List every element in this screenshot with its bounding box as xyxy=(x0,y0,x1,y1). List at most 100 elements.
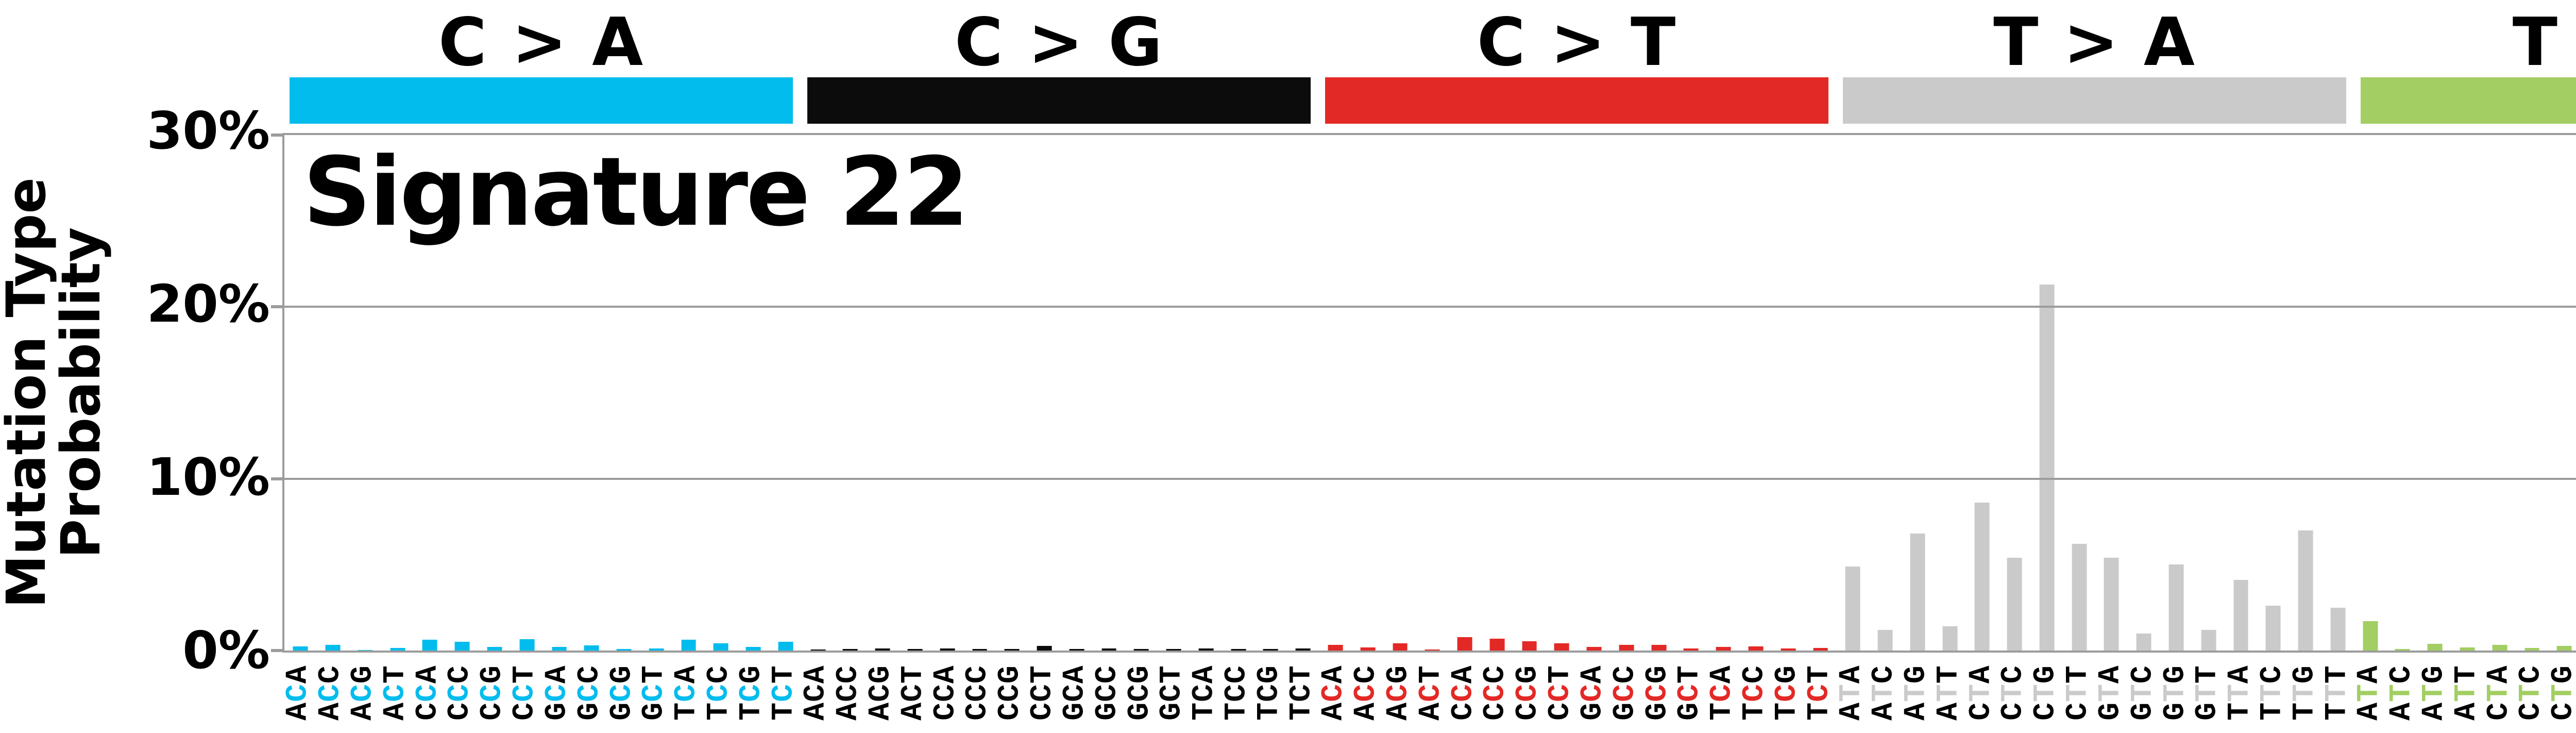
bar-group-C-to-A xyxy=(284,135,802,651)
x-label-middle-base: C xyxy=(1382,684,1416,702)
x-label-slot: TCA xyxy=(1706,653,1739,733)
bar-slot xyxy=(1158,135,1190,651)
x-label-T-to-C-ATA: ATA xyxy=(2352,665,2386,721)
x-label-T-to-A-CTA: CTA xyxy=(1964,665,1998,721)
x-label-slot: CCC xyxy=(444,653,477,733)
x-label-C-to-G-TCC: TCC xyxy=(1220,665,1254,721)
bar-slot xyxy=(446,135,479,651)
x-label-middle-base: T xyxy=(2352,684,2386,702)
header-color-bar-T-to-A xyxy=(1843,77,2346,124)
bar-slot xyxy=(1125,135,1158,651)
x-label-slot: ACA xyxy=(800,653,833,733)
x-label-middle-base: T xyxy=(2029,684,2063,702)
x-label-C-to-G-ACA: ACA xyxy=(799,665,833,721)
bar-slot xyxy=(1416,135,1449,651)
x-label-middle-base: C xyxy=(1252,684,1286,702)
x-label-C-to-T-ACA: ACA xyxy=(1317,665,1351,721)
x-label-slot: GCT xyxy=(1156,653,1189,733)
x-label-C-to-G-GCG: GCG xyxy=(1123,665,1157,721)
plot-area: Signature 22 xyxy=(271,133,2576,653)
x-label-middle-base: C xyxy=(476,684,510,702)
bar-T-to-C-ATA xyxy=(2363,621,2378,651)
bar-slot xyxy=(705,135,737,651)
bar-C-to-G-TCA xyxy=(1198,648,1214,651)
x-label-slot: CTA xyxy=(1964,653,1998,733)
x-label-middle-base: T xyxy=(2450,684,2484,702)
x-label-slot: ATC xyxy=(2385,653,2419,733)
x-label-T-to-A-ATA: ATA xyxy=(1835,665,1869,721)
x-label-middle-base: C xyxy=(735,684,769,702)
x-label-middle-base: T xyxy=(2061,684,2095,702)
x-label-slot: TTG xyxy=(2288,653,2322,733)
x-label-C-to-T-CCC: CCC xyxy=(1479,665,1513,721)
x-label-middle-base: C xyxy=(1317,684,1351,702)
bar-slot xyxy=(1190,135,1223,651)
bar-C-to-T-CCT xyxy=(1554,643,1569,651)
bar-C-to-T-CCA xyxy=(1457,637,1472,651)
bar-slot xyxy=(1384,135,1416,651)
bar-C-to-T-GCA xyxy=(1586,646,1602,651)
x-label-slot: GCG xyxy=(605,653,639,733)
x-label-middle-base: T xyxy=(2223,684,2257,702)
x-label-slot: ATA xyxy=(2353,653,2386,733)
bar-slot xyxy=(2128,135,2160,651)
header-label-T-to-C: T > C xyxy=(2512,4,2576,81)
x-label-middle-base: C xyxy=(411,684,445,702)
x-label-C-to-T-GCT: GCT xyxy=(1673,665,1707,721)
x-label-C-to-A-TCC: TCC xyxy=(702,665,736,721)
bar-slot xyxy=(672,135,705,651)
x-label-T-to-C-ATC: ATC xyxy=(2385,665,2419,721)
x-label-middle-base: T xyxy=(2159,684,2193,702)
bar-slot xyxy=(414,135,446,651)
x-label-slot: CCT xyxy=(1026,653,1060,733)
substitution-header-row: C > AC > GC > TT > AT > CT > G xyxy=(282,0,2576,124)
x-label-C-to-T-CCT: CCT xyxy=(1544,665,1578,721)
gridline-10 xyxy=(284,477,2576,480)
x-label-C-to-T-TCG: TCG xyxy=(1770,665,1804,721)
x-label-C-to-A-ACT: ACT xyxy=(379,665,413,721)
bar-slot xyxy=(1966,135,1998,651)
x-label-T-to-A-TTC: TTC xyxy=(2256,665,2290,721)
x-label-slot: GCG xyxy=(1641,653,1674,733)
bar-C-to-G-ACC xyxy=(843,648,858,651)
x-label-middle-base: C xyxy=(1414,684,1448,702)
x-label-C-to-T-ACC: ACC xyxy=(1349,665,1383,721)
bar-T-to-A-GTA xyxy=(2104,558,2119,651)
x-label-middle-base: C xyxy=(1641,684,1675,702)
x-label-C-to-T-ACG: ACG xyxy=(1382,665,1416,721)
x-label-C-to-G-CCG: CCG xyxy=(993,665,1027,721)
x-label-T-to-A-ATC: ATC xyxy=(1867,665,1901,721)
x-label-slot: CTT xyxy=(2062,653,2095,733)
x-label-middle-base: T xyxy=(2288,684,2322,702)
x-label-slot: ACG xyxy=(864,653,898,733)
bar-C-to-A-GCG xyxy=(616,649,632,651)
bar-slot xyxy=(2451,135,2484,651)
bar-group-C-to-G xyxy=(802,135,1319,651)
bar-C-to-A-GCT xyxy=(649,648,664,651)
x-label-slot: TCC xyxy=(1220,653,1254,733)
bar-C-to-A-GCC xyxy=(584,645,599,651)
header-section-C-to-G: C > G xyxy=(800,0,1318,124)
x-label-slot: TTA xyxy=(2224,653,2257,733)
bar-slot xyxy=(2321,135,2354,651)
x-label-C-to-A-GCC: GCC xyxy=(573,665,607,721)
x-label-slot: TCC xyxy=(702,653,736,733)
bar-T-to-A-ATC xyxy=(1877,630,1893,651)
x-label-slot: ATT xyxy=(2450,653,2483,733)
bar-C-to-T-ACA xyxy=(1328,645,1343,651)
header-label-C-to-T: C > T xyxy=(1477,4,1677,81)
x-label-slot: TCG xyxy=(1770,653,1804,733)
bar-C-to-T-GCG xyxy=(1651,645,1667,651)
x-label-slot: CCC xyxy=(961,653,995,733)
bar-slot xyxy=(543,135,575,651)
x-label-slot: GTC xyxy=(2126,653,2160,733)
x-label-group-C-to-G: ACA ACC ACG ACT CCA CCC CCG CCT GCA GCC GCG GCT TCA T… xyxy=(800,653,1318,733)
x-label-C-to-G-ACG: ACG xyxy=(864,665,898,721)
bar-slot xyxy=(996,135,1028,651)
x-label-middle-base: C xyxy=(1058,684,1092,702)
x-label-C-to-G-TCA: TCA xyxy=(1188,665,1222,721)
x-label-C-to-T-GCA: GCA xyxy=(1576,665,1610,721)
x-label-slot: CTC xyxy=(2515,653,2548,733)
bar-slot xyxy=(2419,135,2451,651)
x-label-T-to-C-CTG: CTG xyxy=(2547,665,2576,720)
